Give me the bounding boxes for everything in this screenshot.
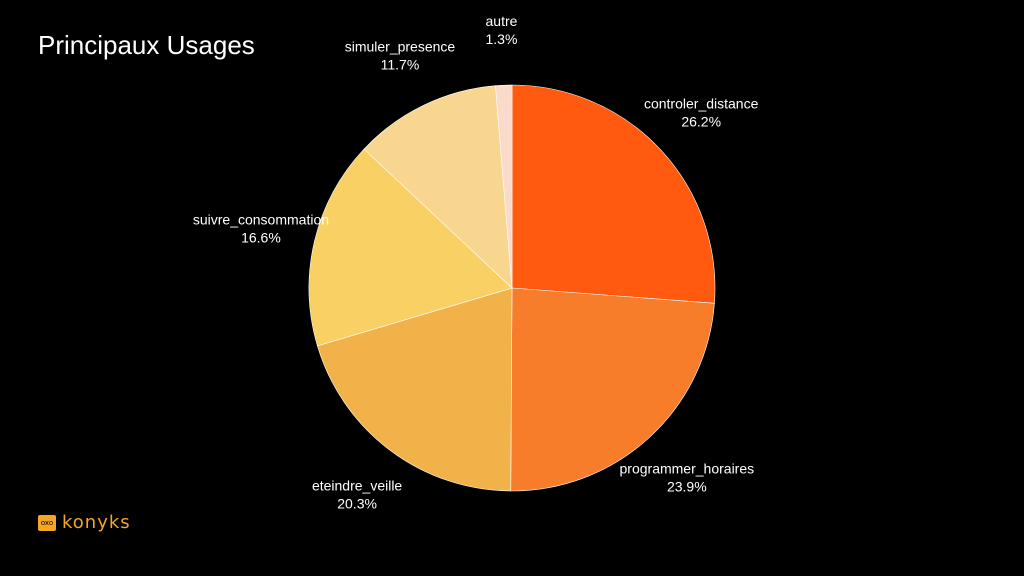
slice-value-simuler-presence: 11.7%	[381, 57, 420, 73]
pie-slice-suivre-consommation	[308, 148, 513, 347]
pie-slice-controler-distance	[511, 84, 716, 304]
slice-value-autre: 1.3%	[486, 31, 518, 47]
pie-slice-programmer-horaires	[510, 287, 715, 492]
pie-slice-autre	[495, 84, 513, 289]
slice-label-controler-distance: controler_distance	[644, 96, 759, 112]
pie-labels: controler_distance 26.2% programmer_horair…	[193, 13, 759, 511]
pie-slice-eteindre-veille	[317, 287, 513, 492]
slice-label-eteindre-veille: eteindre_veille	[312, 477, 402, 493]
slice-label-autre: autre	[486, 13, 518, 29]
slice-label-suivre-consommation: suivre_consommation	[193, 212, 329, 228]
slice-value-eteindre-veille: 20.3%	[337, 495, 377, 511]
slice-label-simuler-presence: simuler_presence	[345, 39, 456, 55]
logo-badge: oxo	[38, 514, 56, 531]
chart-title: Principaux Usages	[38, 30, 255, 60]
slice-value-suivre-consommation: 16.6%	[241, 230, 281, 246]
slice-value-controler-distance: 26.2%	[681, 114, 721, 130]
pie-slice-simuler-presence	[363, 85, 513, 289]
brand-logo: oxo konyks	[38, 512, 131, 533]
slice-value-programmer-horaires: 23.9%	[667, 479, 707, 495]
logo-wordmark: konyks	[62, 512, 131, 533]
pie-slices	[308, 84, 716, 492]
slice-label-programmer-horaires: programmer_horaires	[620, 461, 755, 477]
